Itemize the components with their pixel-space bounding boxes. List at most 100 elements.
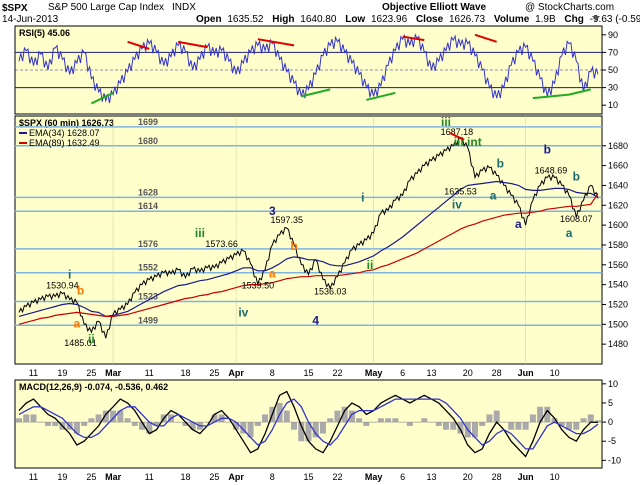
x-tick-label: 11 xyxy=(29,368,38,378)
wave-label: b xyxy=(290,239,297,253)
ema-series-line xyxy=(18,193,599,325)
macd-histogram-bar xyxy=(117,410,124,423)
divergence-line xyxy=(402,35,425,42)
x-tick-label: 22 xyxy=(332,368,342,378)
x-tick-label: 10 xyxy=(550,472,560,482)
wave-label: i xyxy=(361,190,364,204)
x-tick-label: May xyxy=(365,368,383,378)
legend-entry: EMA(34) 1628.07 xyxy=(29,128,100,138)
level-label: 1680 xyxy=(138,136,158,146)
wave-label: iii xyxy=(195,226,205,240)
macd-series-line xyxy=(18,390,599,458)
wave-label: a xyxy=(490,188,497,202)
price-annotation: 1539.50 xyxy=(242,281,275,291)
x-tick-label: Jun xyxy=(518,472,534,482)
macd-histogram-bar xyxy=(211,414,218,423)
x-tick-label: 28 xyxy=(492,368,502,378)
wave-label: a xyxy=(515,217,522,231)
macd-histogram-bar xyxy=(182,422,189,426)
macd-histogram-bar xyxy=(189,422,196,430)
y-tick-label: 0 xyxy=(608,417,613,427)
macd-histogram-bar xyxy=(312,422,319,438)
open-value: 1635.52 xyxy=(227,14,264,25)
macd-histogram-bar xyxy=(348,410,355,423)
x-tick-label: 11 xyxy=(145,472,154,482)
macd-histogram-bar xyxy=(537,406,544,423)
y-tick-label: 1660 xyxy=(608,161,628,171)
x-tick-label: 15 xyxy=(303,472,313,482)
y-tick-label: 1600 xyxy=(608,220,628,230)
price-annotation: 1573.66 xyxy=(205,239,238,249)
macd-histogram-bar xyxy=(95,414,102,423)
macd-histogram-bar xyxy=(486,414,493,423)
x-tick-label: 18 xyxy=(180,368,190,378)
x-tick-label: Mar xyxy=(105,472,122,482)
x-tick-label: 11 xyxy=(29,472,38,482)
x-tick-label: May xyxy=(365,472,383,482)
exchange: INDX xyxy=(172,2,196,13)
x-tick-label: 25 xyxy=(86,368,96,378)
macd-histogram-bar xyxy=(479,422,486,426)
x-tick-label: 28 xyxy=(492,472,502,482)
ema-series-line xyxy=(18,180,599,318)
macd-histogram-bar xyxy=(247,422,254,438)
macd-histogram-bar xyxy=(450,422,457,430)
macd-histogram-bar xyxy=(319,422,326,434)
macd-histogram-bar xyxy=(457,422,464,434)
macd-histogram-bar xyxy=(283,410,290,423)
macd-histogram-bar xyxy=(291,422,298,430)
wave-label: i xyxy=(68,268,71,282)
level-label: 1499 xyxy=(138,315,158,325)
wave-label: ii xyxy=(88,332,95,346)
divergence-line xyxy=(568,88,591,96)
macd-histogram-bar xyxy=(30,414,37,423)
x-tick-label: 11 xyxy=(145,368,154,378)
macd-histogram-bar xyxy=(233,422,240,430)
price-annotation: 1635.53 xyxy=(444,186,477,196)
low-value: 1623.96 xyxy=(371,14,408,25)
divergence-line xyxy=(474,33,497,43)
close-value: 1626.73 xyxy=(449,14,486,25)
wave-label: a xyxy=(269,267,276,281)
macd-histogram-bar xyxy=(110,410,117,423)
divergence-line xyxy=(178,40,208,49)
wave-label: ii xyxy=(367,258,374,272)
macd-histogram-bar xyxy=(515,422,522,430)
wave-label: 4 xyxy=(312,313,319,327)
y-tick-label: 1500 xyxy=(608,319,628,329)
price-annotation: 1608.07 xyxy=(560,214,593,224)
y-tick-label: -5 xyxy=(608,436,616,446)
y-tick-label: 1520 xyxy=(608,299,628,309)
y-tick-label: 5 xyxy=(608,398,613,408)
y-tick-label: 1580 xyxy=(608,240,628,250)
macd-histogram-bar xyxy=(356,418,363,423)
macd-histogram-bar xyxy=(377,418,384,423)
panel-label: MACD(12,26,9) -0.074, -0.536, 0.462 xyxy=(19,382,168,392)
y-tick-label: 50 xyxy=(608,65,618,75)
divergence-line xyxy=(90,91,114,105)
wave-label: iv xyxy=(238,305,248,319)
high-label: High xyxy=(272,14,294,25)
y-tick-label: -10 xyxy=(608,455,621,465)
divergence-line xyxy=(532,93,570,100)
volume-label: Volume xyxy=(494,14,530,25)
macd-histogram-bar xyxy=(573,422,580,430)
price-series-line xyxy=(18,137,599,339)
wave-label: a xyxy=(74,316,81,330)
macd-histogram-bar xyxy=(558,422,565,426)
divergence-line xyxy=(257,38,295,47)
macd-histogram-bar xyxy=(131,422,138,426)
low-label: Low xyxy=(345,14,365,25)
x-tick-label: Apr xyxy=(228,368,244,378)
macd-chart: -10 -5 0 5 10 MACD(12,26,9) -0.074, -0.536, 0… xyxy=(15,379,621,465)
chg-value: -9.63 (-0.59%) xyxy=(590,14,640,25)
dropdown-icon[interactable] xyxy=(592,16,600,21)
macd-histogram-bar xyxy=(124,418,131,423)
x-tick-label: 18 xyxy=(180,472,190,482)
x-tick-label: 19 xyxy=(57,368,67,378)
macd-series-line xyxy=(18,398,599,450)
y-tick-label: 1640 xyxy=(608,180,628,190)
x-tick-label: 8 xyxy=(270,368,275,378)
volume-value: 1.9B xyxy=(535,14,556,25)
